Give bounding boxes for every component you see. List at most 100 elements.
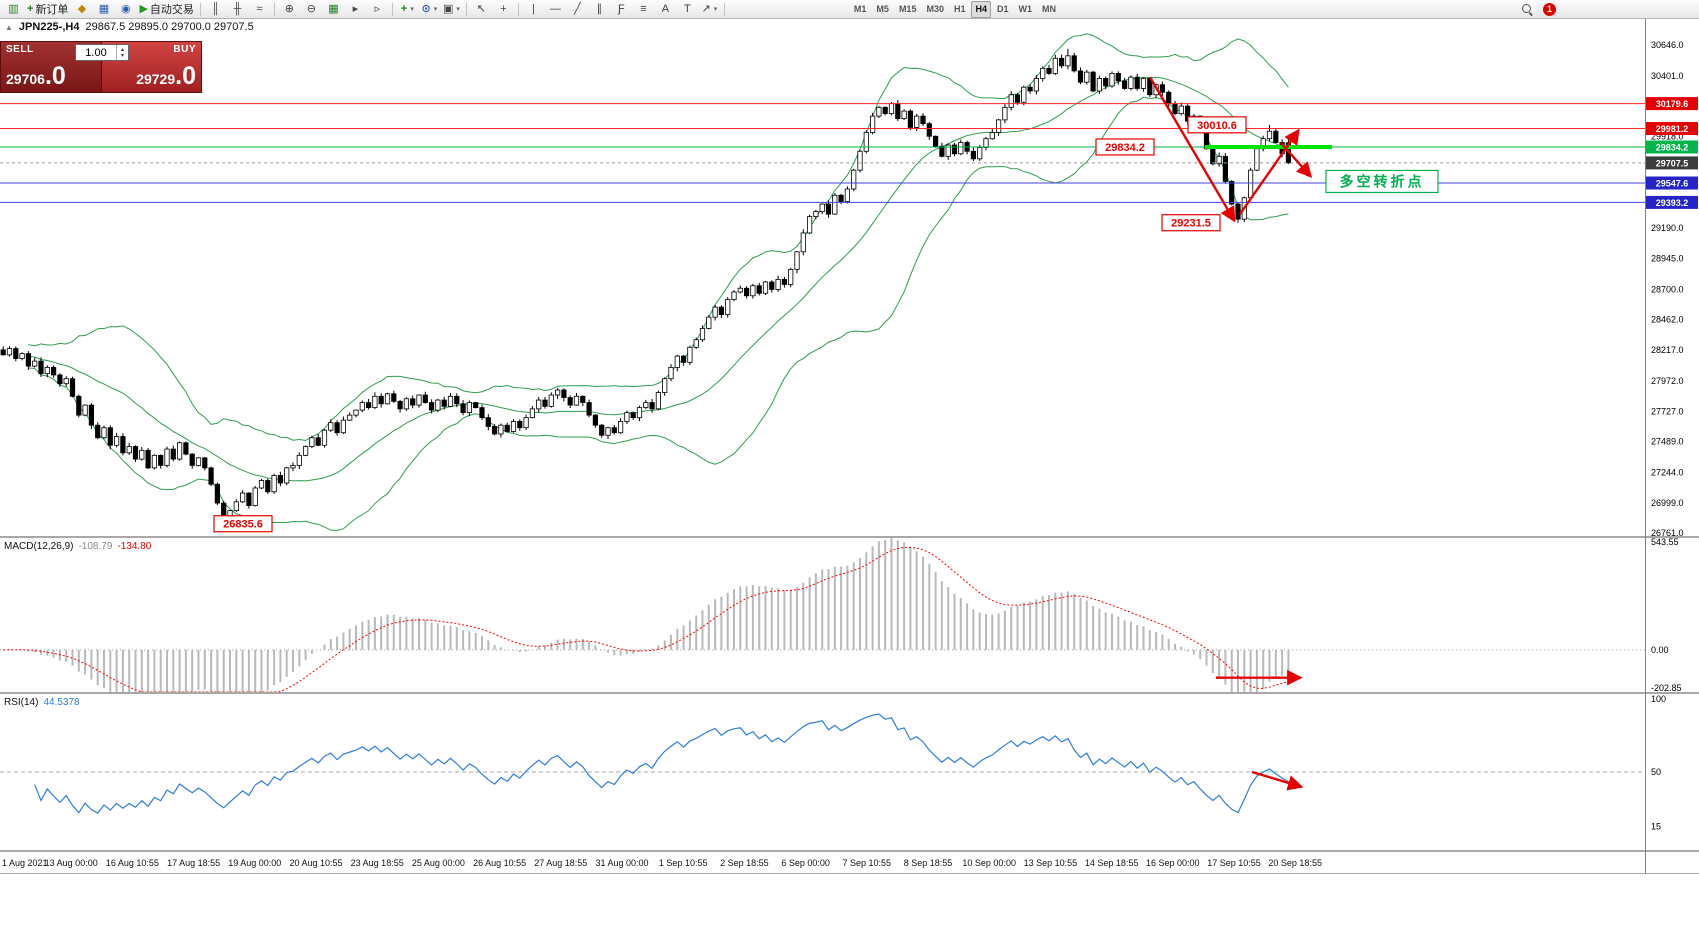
chart-region: 30646.0 30401.0 29918.0 29190.0 28945.0 28700… bbox=[0, 19, 1699, 939]
cursor-icon: ↖ bbox=[476, 2, 487, 15]
cursor-button[interactable]: ↖ bbox=[471, 1, 492, 17]
data-window-button[interactable]: ◉ bbox=[115, 1, 136, 17]
chart-shift-button[interactable]: ▹ bbox=[367, 1, 388, 17]
timeframe-d1-button[interactable]: D1 bbox=[997, 4, 1009, 14]
toolbar-right-group: 1 bbox=[1521, 2, 1556, 16]
price-axis[interactable]: 30646.0 30401.0 29918.0 29190.0 28945.0 28700… bbox=[1645, 19, 1699, 874]
svg-text:7 Sep 10:55: 7 Sep 10:55 bbox=[843, 858, 892, 868]
svg-text:29231.5: 29231.5 bbox=[1171, 218, 1211, 230]
sell-label: SELL bbox=[6, 44, 34, 55]
macd-name: MACD(12,26,9) bbox=[4, 541, 74, 552]
svg-text:26999.0: 26999.0 bbox=[1651, 498, 1684, 508]
periods-button[interactable]: ⊙ ▾ bbox=[419, 1, 440, 17]
svg-text:8 Sep 18:55: 8 Sep 18:55 bbox=[904, 858, 953, 868]
svg-text:0.00: 0.00 bbox=[1651, 645, 1669, 655]
sell-price: 29706.0 bbox=[6, 64, 96, 89]
svg-text:20 Aug 10:55: 20 Aug 10:55 bbox=[289, 858, 342, 868]
templates-icon: ▣ bbox=[442, 2, 454, 15]
toolbar-separator bbox=[273, 2, 275, 16]
fibonacci-button[interactable]: Ƒ bbox=[611, 1, 632, 17]
auto-scroll-button[interactable]: ▸ bbox=[345, 1, 366, 17]
shapes-icon: ≡ bbox=[640, 2, 647, 15]
timeframe-m5-button[interactable]: M5 bbox=[876, 4, 889, 14]
new-order-icon: + bbox=[27, 2, 34, 15]
text-label-icon: T bbox=[684, 2, 691, 15]
annotations[interactable]: 30010.6 29834.2 29231.5 26835.6 多空转折点 bbox=[213, 76, 1439, 791]
buy-button[interactable]: BUY 29729.0 bbox=[101, 42, 201, 92]
toolbar-separator bbox=[517, 2, 519, 16]
volume-down-icon[interactable]: ▾ bbox=[120, 52, 124, 59]
volume-spinner[interactable]: ▴ ▾ bbox=[116, 45, 128, 60]
horizontal-line-button[interactable]: — bbox=[545, 1, 566, 17]
svg-text:23 Aug 18:55: 23 Aug 18:55 bbox=[351, 858, 404, 868]
timeframe-h1-button[interactable]: H1 bbox=[953, 4, 966, 14]
toolbar-separator bbox=[465, 2, 467, 16]
new-order-button[interactable]: + 新订单 bbox=[25, 1, 70, 17]
arrows-tool-button[interactable]: ↗ ▾ bbox=[699, 1, 720, 17]
candles-layer bbox=[0, 48, 1291, 524]
volume-up-icon[interactable]: ▴ bbox=[120, 46, 124, 53]
trendline-icon: ╱ bbox=[574, 2, 581, 15]
search-icon[interactable] bbox=[1521, 3, 1534, 16]
svg-text:29981.2: 29981.2 bbox=[1656, 124, 1689, 134]
buy-price-big: .0 bbox=[175, 62, 196, 90]
svg-text:29834.2: 29834.2 bbox=[1656, 142, 1689, 152]
bars-chart-icon: ║ bbox=[211, 2, 220, 15]
rsi-pane bbox=[0, 713, 1645, 814]
tile-windows-button[interactable]: ▦ bbox=[323, 1, 344, 17]
tile-windows-icon: ▦ bbox=[328, 2, 339, 15]
svg-text:13 Aug 00:00: 13 Aug 00:00 bbox=[45, 858, 98, 868]
autotrading-button[interactable]: ▶ 自动交易 bbox=[137, 1, 195, 17]
timeframe-m15-button[interactable]: M15 bbox=[898, 4, 917, 14]
svg-text:1 Aug 2021: 1 Aug 2021 bbox=[2, 858, 48, 868]
trendline-button[interactable]: ╱ bbox=[567, 1, 588, 17]
shapes-button[interactable]: ≡ bbox=[633, 1, 654, 17]
svg-text:29918.0: 29918.0 bbox=[1651, 131, 1684, 141]
dropdown-arrow-icon: ▾ bbox=[456, 6, 460, 13]
text-button[interactable]: A bbox=[655, 1, 676, 17]
svg-text:27972.0: 27972.0 bbox=[1651, 376, 1684, 386]
equidistant-channel-button[interactable]: ∥ bbox=[589, 1, 610, 17]
svg-text:6 Sep 00:00: 6 Sep 00:00 bbox=[781, 858, 830, 868]
timeframe-m30-button[interactable]: M30 bbox=[926, 4, 944, 14]
toolbar-separator bbox=[391, 2, 393, 16]
indicators-button[interactable]: + ▾ bbox=[397, 1, 418, 17]
autotrading-icon: ▶ bbox=[139, 2, 148, 15]
timeframe-w1-button[interactable]: W1 bbox=[1018, 4, 1033, 14]
new-order-label: 新订单 bbox=[35, 4, 69, 16]
volume-box: ▴▾ bbox=[75, 44, 129, 61]
autotrading-label: 自动交易 bbox=[149, 4, 194, 16]
timeframe-m1-button[interactable]: M1 bbox=[853, 4, 867, 14]
horizontal-line-icon: — bbox=[549, 2, 561, 15]
zoom-in-button[interactable]: ⊕ bbox=[279, 1, 300, 17]
candles-chart-button[interactable]: ╫ bbox=[227, 1, 248, 17]
bars-chart-button[interactable]: ║ bbox=[205, 1, 226, 17]
zoom-out-button[interactable]: ⊖ bbox=[301, 1, 322, 17]
svg-text:16 Aug 10:55: 16 Aug 10:55 bbox=[106, 858, 159, 868]
svg-text:27244.0: 27244.0 bbox=[1651, 467, 1684, 477]
svg-text:26761.0: 26761.0 bbox=[1651, 528, 1684, 538]
chart-canvas[interactable]: 30646.0 30401.0 29918.0 29190.0 28945.0 28700… bbox=[0, 19, 1699, 874]
new-chart-button[interactable]: ▥ bbox=[3, 1, 24, 17]
notification-badge[interactable]: 1 bbox=[1543, 2, 1556, 16]
svg-text:27 Aug 18:55: 27 Aug 18:55 bbox=[534, 858, 587, 868]
horizontal-levels[interactable] bbox=[0, 103, 1645, 203]
market-watch-icon: ▦ bbox=[98, 2, 110, 15]
line-chart-button[interactable]: ≈ bbox=[249, 1, 270, 17]
templates-button[interactable]: ▣ ▾ bbox=[441, 1, 462, 17]
navigator-icon: ◆ bbox=[77, 2, 87, 15]
crosshair-button[interactable]: + bbox=[493, 1, 514, 17]
text-label-button[interactable]: T bbox=[677, 1, 698, 17]
navigator-button[interactable]: ◆ bbox=[71, 1, 92, 17]
market-watch-button[interactable]: ▦ bbox=[93, 1, 114, 17]
equidistant-channel-icon: ∥ bbox=[596, 2, 603, 15]
svg-text:29547.6: 29547.6 bbox=[1656, 179, 1689, 189]
volume-input[interactable] bbox=[76, 45, 116, 60]
svg-text:28700.0: 28700.0 bbox=[1651, 284, 1684, 294]
timeframe-h4-button[interactable]: H4 bbox=[971, 0, 991, 18]
vertical-line-button[interactable]: | bbox=[523, 1, 544, 17]
sell-button[interactable]: SELL 29706.0 bbox=[1, 42, 102, 92]
timeframe-mn-button[interactable]: MN bbox=[1042, 4, 1057, 14]
svg-text:100: 100 bbox=[1651, 694, 1666, 704]
